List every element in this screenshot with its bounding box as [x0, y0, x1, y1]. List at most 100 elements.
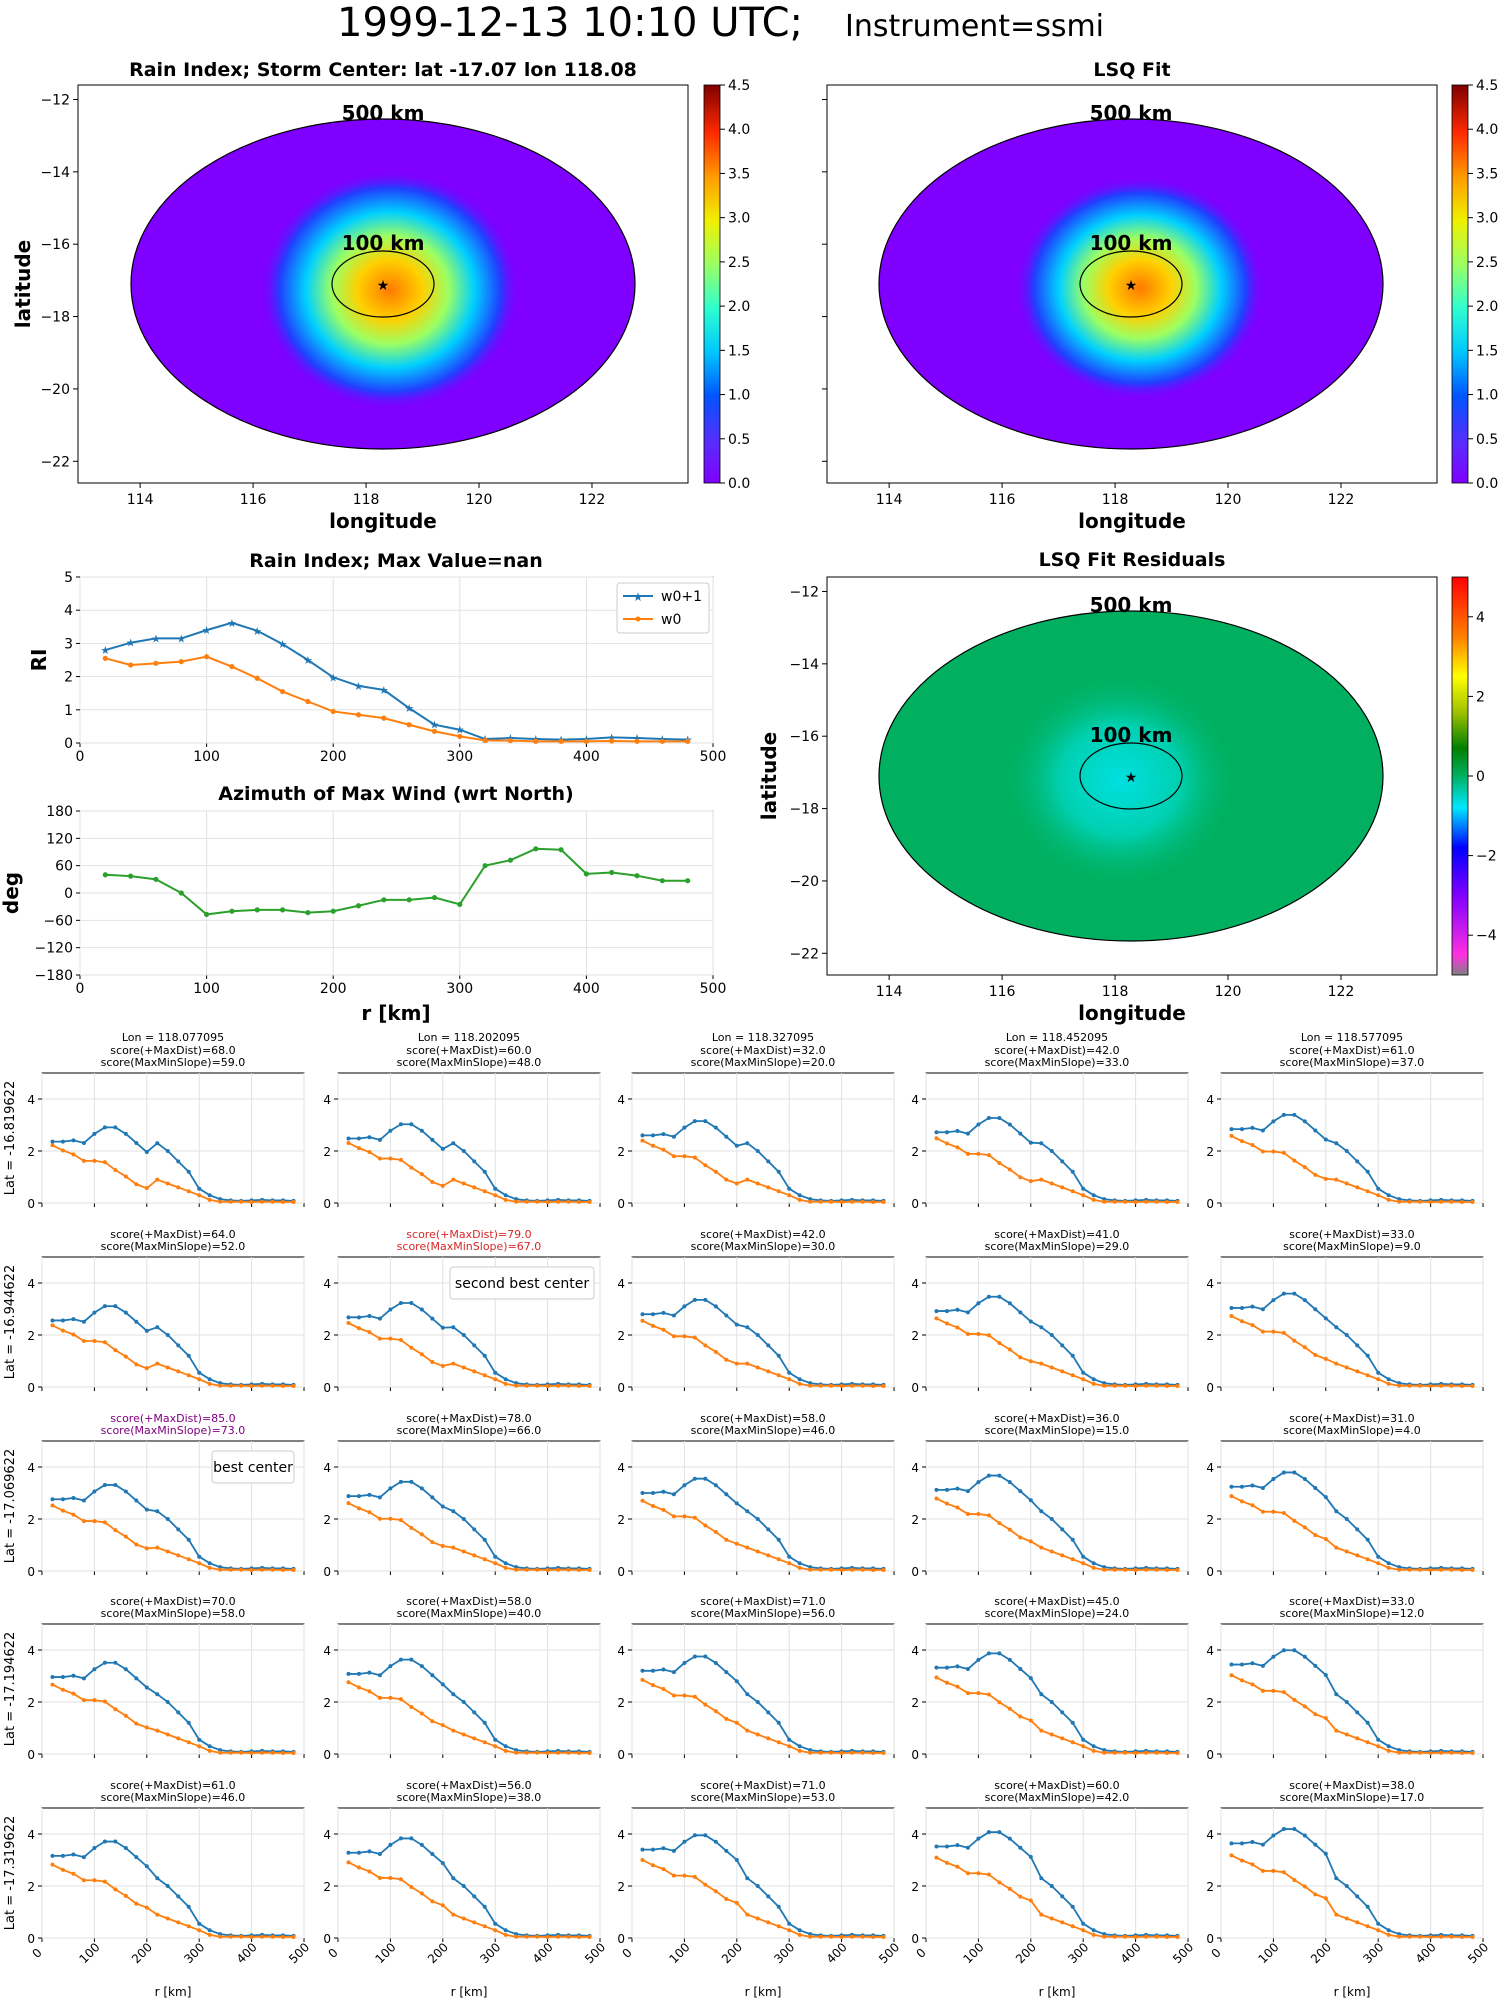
grid-score-maxdist: score(+MaxDist)=85.0 [110, 1412, 235, 1425]
rain-index-cb-label: 4.0 [728, 122, 750, 138]
grid-panel-r2-c1-series-point-1 [218, 1383, 223, 1388]
grid-panel-r4-c4-series-point-1 [986, 1692, 991, 1697]
grid-panel-r3-c1-ytick-label: 0 [27, 1565, 35, 1579]
grid-panel-r5-c5-series-point-1 [1460, 1934, 1465, 1939]
grid-panel-r5-c4-series-point-1 [1007, 1886, 1012, 1891]
grid-panel-r5-c2-series-point-1 [577, 1934, 582, 1939]
grid-panel-r5-c3-series-point-0 [755, 1884, 760, 1888]
rain-index-cb-label: 0.5 [728, 432, 750, 448]
grid-panel-r4-c1-series-point-0 [81, 1676, 86, 1681]
grid-panel-r4-c5-ytick-label: 2 [1206, 1696, 1214, 1710]
grid-panel-r5-c3-series-point-0 [650, 1847, 655, 1852]
grid-xlabel: r [km] [745, 1985, 782, 1999]
grid-panel-r3-c5-ytick-label: 2 [1206, 1513, 1214, 1527]
grid-score-maxminslope: score(MaxMinSlope)=12.0 [1280, 1607, 1425, 1620]
rain-index-cb-label: 0.0 [728, 476, 750, 492]
grid-panel-r5-c5-series-point-0 [1334, 1876, 1339, 1881]
ri-profile-xtick-label: 300 [446, 749, 473, 765]
grid-panel-r2-c1-series-point-1 [113, 1348, 118, 1353]
grid-panel-r3-c3-ytick-label: 2 [617, 1513, 625, 1527]
grid-panel-r2-c4-series-point-1 [1102, 1383, 1107, 1388]
grid-panel-r3-c1-series-point-0 [176, 1527, 181, 1532]
grid-panel-r5-c4-ytick-label: 2 [911, 1880, 919, 1894]
grid-panel-r2-c3-ytick-label: 2 [617, 1329, 625, 1343]
map-rain-index-colorbar-ticks: 0.0 0.5 1.0 1.5 2.0 2.5 3.0 3.5 4.0 4.5 [720, 78, 750, 492]
grid-panel-r4-c1-series-point-1 [260, 1750, 265, 1755]
grid-panel-r1-c2-series-point-1 [587, 1199, 592, 1204]
grid-panel-r1-c1: 0 2 4 Lon = 118.077095score(+MaxDist)=68.0s… [3, 1031, 305, 1211]
grid-panel-r3-c1-series-point-0 [92, 1489, 97, 1494]
azimuth-series-point-0 [659, 878, 665, 884]
grid-score-maxdist: score(+MaxDist)=42.0 [994, 1044, 1119, 1057]
grid-panel-r3-c2-ytick-label: 4 [323, 1461, 331, 1475]
grid-panel-r1-c2-series-point-0 [377, 1137, 382, 1142]
grid-panel-r2-c4-series-point-1 [1060, 1369, 1065, 1374]
grid-panel-r3-c5-series-point-0 [1334, 1509, 1339, 1514]
grid-panel-r5-c5-series-point-1 [1260, 1868, 1265, 1873]
grid-panel-r3-c3-ytick-label: 0 [617, 1565, 625, 1579]
grid-panel-r5-c5-series-point-1 [1428, 1934, 1433, 1939]
grid-panel-r2-c3-ytick-label: 4 [617, 1277, 625, 1291]
grid-panel-r5-c4-series-point-1 [1060, 1920, 1065, 1925]
grid-panel-r5-c5-series-point-0 [1260, 1842, 1265, 1847]
ri-profile-series-point-0: ★ [607, 731, 617, 744]
grid-panel-r2-c4-ytick-label: 4 [911, 1277, 919, 1291]
grid-panel-r1-c1-series-point-1 [218, 1199, 223, 1204]
grid-panel-r2-c3-series-point-0 [776, 1353, 781, 1358]
grid-panel-r1-c4-series-point-1 [1070, 1189, 1075, 1194]
grid-panel-r4-c2-series-point-0 [356, 1671, 361, 1676]
grid-panel-r4-c5-series-point-1 [1460, 1750, 1465, 1755]
grid-panel-r1-c1-series-point-1 [291, 1199, 296, 1204]
grid-panel-r5-c5-series-point-1 [1365, 1924, 1370, 1929]
grid-panel-r3-c3-series-point-0 [766, 1527, 771, 1532]
grid-panel-r5-c4-series-point-1 [1144, 1934, 1149, 1939]
grid-panel-r5-c2-series-point-0 [356, 1850, 361, 1855]
grid-panel-r5-c4-series-point-0 [1007, 1836, 1012, 1841]
grid-panel-r1-c3-series-point-1 [724, 1177, 729, 1182]
grid-panel-r1-c4-series-point-1 [1081, 1193, 1086, 1198]
grid-panel-r3-c5-series-point-0 [1281, 1470, 1286, 1475]
grid-panel-r3-c3-series-point-1 [850, 1567, 855, 1572]
grid-panel-r1-c2-ytick-label: 2 [323, 1145, 331, 1159]
grid-panel-r4-c5-frame [1220, 1623, 1484, 1755]
grid-panel-r4-c5-series-point-0 [1271, 1654, 1276, 1659]
grid-panel-r5-c4-series-point-1 [1039, 1912, 1044, 1917]
grid-panel-r2-c5-series-point-1 [1313, 1353, 1318, 1358]
grid-panel-r1-c1-series-point-1 [239, 1199, 244, 1204]
grid-panel-r4-c4-series-point-1 [997, 1700, 1002, 1705]
grid-panel-r3-c5-series-point-0 [1239, 1484, 1244, 1489]
grid-panel-r5-c2-series-point-1 [556, 1934, 561, 1939]
grid-panel-r3-c2-series-point-1 [587, 1567, 592, 1572]
grid-panel-r3-c1-series-point-1 [113, 1528, 118, 1533]
grid-score-maxminslope: score(MaxMinSlope)=40.0 [397, 1607, 542, 1620]
grid-panel-r3-c4-series-point-1 [1133, 1567, 1138, 1572]
grid-panel-r3-c3-series-point-1 [692, 1515, 697, 1520]
map-rain-index-center-star: ★ [377, 278, 390, 294]
grid-panel-r1-c5-series-point-0 [1292, 1112, 1297, 1117]
map-residuals-ylabel: latitude [757, 732, 781, 820]
grid-panel-r3-c3: 0 2 4 score(+MaxDist)=58.0score(MaxMinSlope… [617, 1412, 895, 1579]
grid-panel-r4-c3-series-point-1 [850, 1750, 855, 1755]
grid-score-maxminslope: score(MaxMinSlope)=52.0 [101, 1240, 246, 1253]
grid-panel-r4-c3-series-point-1 [787, 1744, 792, 1749]
grid-panel-r2-c4-series-point-0 [976, 1301, 981, 1306]
grid-panel-r1-c3-series-point-1 [787, 1193, 792, 1198]
grid-panel-r5-c2-series-point-1 [524, 1934, 529, 1939]
grid-panel-r2-c1-series-point-0 [186, 1353, 191, 1358]
grid-panel-r4-c5: 0 2 4 score(+MaxDist)=33.0score(MaxMinSlope… [1206, 1595, 1484, 1762]
grid-panel-r5-c4-xtick-label: 0 [914, 1946, 929, 1961]
grid-panel-r1-c5-series-point-1 [1449, 1199, 1454, 1204]
grid-panel-r4-c4-series-point-0 [1007, 1657, 1012, 1662]
grid-panel-r2-c1-series-point-0 [144, 1328, 149, 1333]
grid-panel-r2-c2-series-point-1 [514, 1383, 519, 1388]
grid-panel-r4-c4-series-point-1 [976, 1691, 981, 1696]
grid-panel-r1-c2-series-point-1 [430, 1179, 435, 1184]
grid-panel-r2-c2-series-point-1 [430, 1360, 435, 1365]
grid-panel-r2-c5-series-point-0 [1239, 1305, 1244, 1310]
grid-panel-r3-c5-series-point-0 [1376, 1554, 1381, 1559]
grid-panel-r5-c3-xtick-label: 100 [667, 1940, 693, 1966]
grid-panel-r2-c3-series-point-0 [787, 1370, 792, 1375]
grid-panel-r3-c2-series-point-1 [461, 1549, 466, 1554]
grid-panel-r3-c5-series-point-0 [1229, 1484, 1234, 1489]
